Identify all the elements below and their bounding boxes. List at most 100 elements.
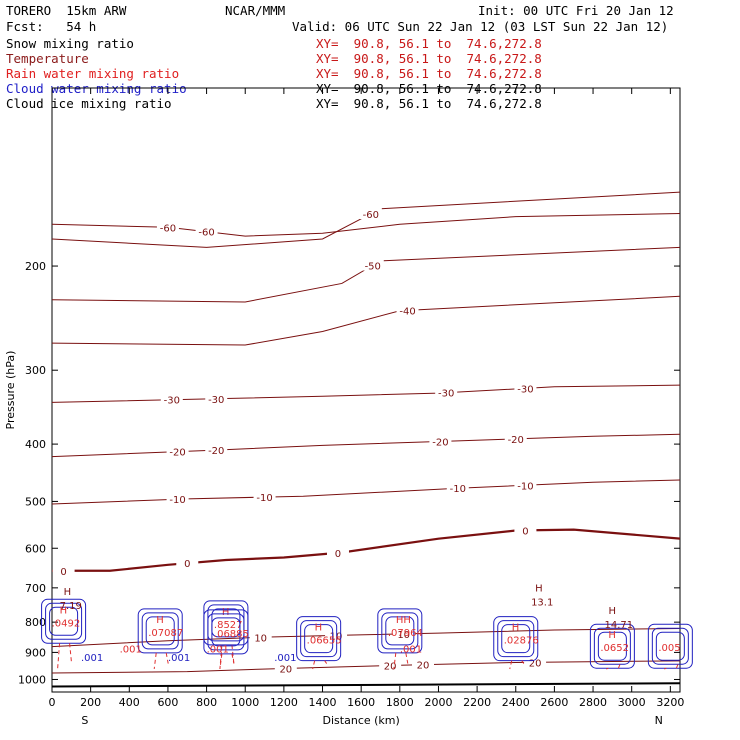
temperature-contour-label: -20	[169, 448, 185, 459]
rain-water-contour	[153, 652, 169, 670]
temperature-contour	[51, 384, 681, 403]
cloud-water-contour	[647, 623, 693, 669]
contour-label-bg	[429, 435, 452, 447]
cloud-water-contour	[207, 613, 245, 651]
temperature-contour-label: -10	[517, 481, 533, 492]
contour-label-bg	[253, 491, 276, 503]
temperature-contour-label: -10	[256, 493, 272, 504]
x-tick-label: 1000	[231, 696, 259, 709]
rain-max-value: .07087	[148, 628, 183, 639]
org-label: NCAR/MMM	[225, 3, 286, 18]
contour-label-bg	[166, 493, 189, 505]
forecast-hour: Fcst: 54 h	[6, 19, 97, 34]
rain-max-marker: H	[315, 623, 323, 634]
rain-max-value: .06885	[214, 629, 249, 640]
rain-max-marker: H	[512, 623, 520, 634]
contour-label-bg	[176, 557, 199, 569]
cloud-water-contour	[145, 616, 175, 646]
cloud-water-contour	[597, 631, 627, 661]
snow-max-value: 13.1	[531, 597, 553, 608]
temperature-contour-label: 20	[279, 664, 292, 675]
field-xy-snow: XY= 90.8, 56.1 to 74.6,272.8	[316, 36, 542, 51]
field-xy-temperature: XY= 90.8, 56.1 to 74.6,272.8	[316, 51, 542, 66]
contour-label-bg	[195, 225, 218, 237]
contour-label-bg	[160, 393, 183, 405]
temperature-contour-label: -20	[432, 437, 448, 448]
rain-max-value: .07964	[388, 628, 423, 639]
temperature-contour-label: 0	[184, 559, 190, 570]
cloud-water-contour	[385, 616, 415, 646]
x-tick-label: 3200	[656, 696, 684, 709]
rain-water-contour	[393, 652, 409, 670]
temperature-contour-label: -60	[198, 228, 214, 239]
y-axis-label: Pressure (hPa)	[4, 351, 17, 430]
contour-label-bg	[205, 392, 228, 404]
contour-label-bg	[205, 444, 228, 456]
y-tick-label: 1000	[18, 673, 46, 686]
contour-label-bg	[274, 662, 297, 674]
rain-max-marker: H	[60, 605, 68, 616]
x-tick-label: 3000	[618, 696, 646, 709]
mixing-ratio-contour-label: .001	[400, 644, 422, 655]
temperature-contour	[51, 433, 681, 458]
contour-label-bg	[325, 629, 348, 641]
temperature-contour-label: 20	[384, 661, 397, 672]
y-tick-label: 800	[25, 616, 46, 629]
x-tick-label: 1400	[309, 696, 337, 709]
y-tick-label: 400	[25, 438, 46, 451]
contour-label-bg	[361, 259, 384, 271]
contour-label-bg	[446, 482, 469, 494]
x-tick-label: 400	[119, 696, 140, 709]
snow-max-marker: H	[609, 606, 617, 617]
mixing-ratio-contour-label: .001	[207, 644, 229, 655]
temperature-contour-label: -30	[517, 384, 533, 395]
x-axis-label: Distance (km)	[323, 714, 400, 727]
temperature-contour-label: -30	[208, 395, 224, 406]
cloud-water-contour	[501, 624, 531, 654]
contour-label-bg	[326, 546, 349, 558]
cloud-water-contour	[137, 608, 183, 654]
field-name-cloud-ice: Cloud ice mixing ratio	[6, 96, 172, 111]
cloud-water-contour	[296, 616, 342, 662]
rain-max-marker: HH	[396, 615, 411, 626]
mixing-ratio-contour-label: .001	[120, 644, 142, 655]
cloud-water-contour	[211, 617, 241, 647]
cloud-water-contour	[651, 627, 689, 665]
temperature-contour-label: 0	[522, 526, 528, 537]
cloud-water-contour	[589, 623, 635, 669]
temperature-contour	[51, 479, 681, 505]
y-tick-label: 700	[25, 582, 46, 595]
contour-label-bg	[52, 564, 75, 576]
y-tick-label: 300	[25, 364, 46, 377]
temperature-contour-label: 0	[60, 567, 66, 578]
mixing-ratio-contour-label: .001	[168, 653, 190, 664]
field-xy-rain: XY= 90.8, 56.1 to 74.6,272.8	[316, 66, 542, 81]
valid-time: Valid: 06 UTC Sun 22 Jan 12 (03 LST Sun …	[292, 19, 669, 34]
ground-surface	[51, 682, 681, 688]
x-tick-label: 1600	[347, 696, 375, 709]
rain-water-contour	[219, 653, 235, 670]
cloud-water-contour	[655, 631, 685, 661]
temperature-contour-label: 10	[397, 630, 410, 641]
snow-max-marker: H	[535, 583, 543, 594]
cloud-water-contour	[497, 620, 535, 658]
cloud-water-contour	[593, 627, 631, 665]
rain-max-value: .0652	[600, 643, 629, 654]
temperature-contour-label: -30	[438, 389, 454, 400]
cloud-water-contour	[49, 606, 79, 636]
rain-water-contour	[509, 660, 525, 670]
temperature-contour-label: -20	[508, 435, 524, 446]
temperature-contour-label: -10	[450, 484, 466, 495]
temperature-contour	[51, 295, 681, 346]
temperature-contour-label: 20	[417, 661, 430, 672]
mixing-ratio-contour-label: .001	[274, 653, 296, 664]
contour-label-bg	[379, 659, 402, 671]
cloud-water-contour	[377, 608, 423, 654]
cloud-water-contour	[203, 609, 249, 655]
south-label: S	[81, 714, 88, 727]
y-tick-label: 200	[25, 260, 46, 273]
field-xy-cloud-ice: XY= 90.8, 56.1 to 74.6,272.8	[316, 96, 542, 111]
temperature-contour	[51, 191, 681, 248]
init-time: Init: 00 UTC Fri 20 Jan 12	[478, 3, 674, 18]
